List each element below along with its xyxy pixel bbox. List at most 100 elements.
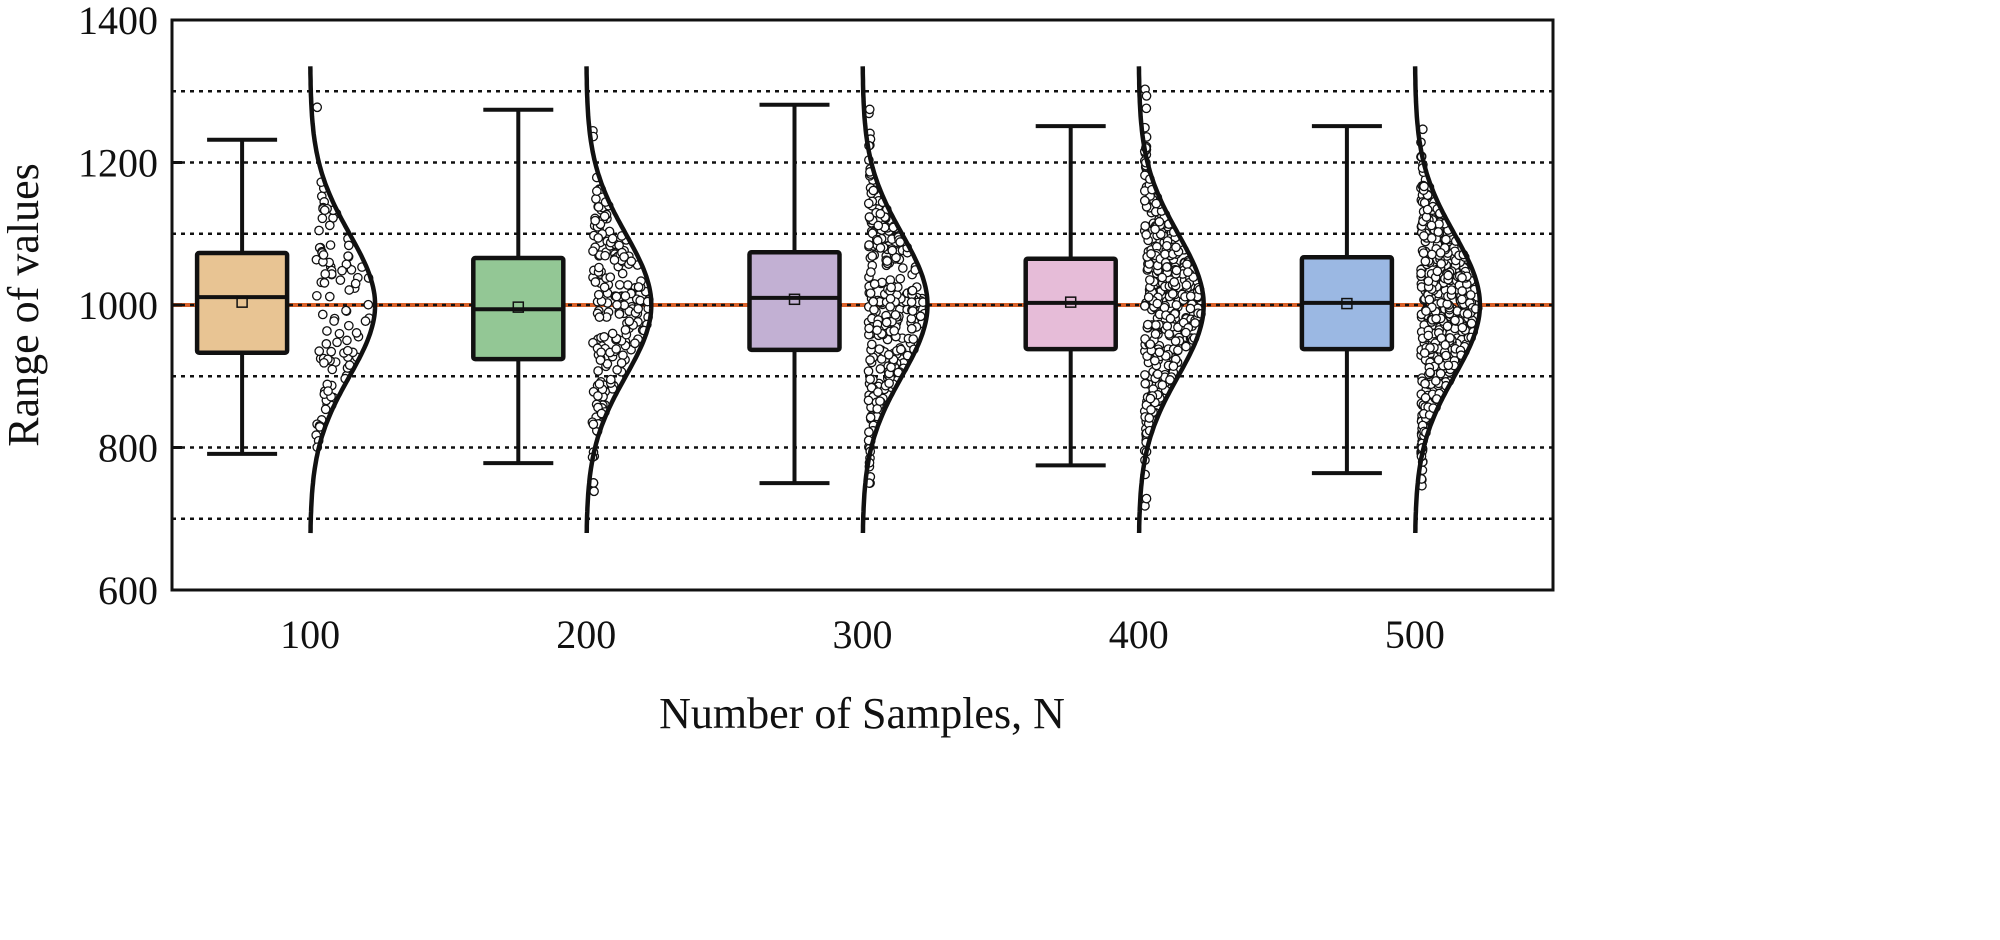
data-point [1183, 267, 1193, 277]
data-point [1152, 298, 1163, 309]
data-point [363, 299, 374, 310]
data-point [335, 275, 346, 286]
data-point [887, 245, 898, 256]
data-point [1419, 348, 1430, 358]
x-tick-label: 500 [1385, 612, 1445, 657]
data-point [907, 306, 918, 316]
data-point [1154, 216, 1165, 227]
data-point [1161, 262, 1172, 272]
data-point [1457, 322, 1468, 333]
data-point [343, 240, 354, 251]
y-tick-label: 1000 [78, 283, 158, 328]
data-point [320, 269, 331, 279]
data-point [874, 344, 885, 354]
data-point [1181, 341, 1191, 352]
data-point [1171, 300, 1182, 310]
data-point [1445, 333, 1455, 343]
data-point [614, 309, 625, 319]
data-point [612, 300, 622, 310]
data-point [605, 272, 616, 283]
data-point [595, 355, 606, 365]
data-point [1173, 345, 1183, 356]
data-point [318, 250, 329, 260]
data-point [323, 386, 333, 396]
data-point [1180, 327, 1191, 338]
data-point [866, 339, 877, 350]
data-point [594, 379, 605, 389]
data-point [633, 282, 644, 292]
data-point [594, 312, 605, 322]
data-point [321, 339, 332, 349]
data-point [1466, 318, 1477, 329]
x-tick-label: 300 [833, 612, 893, 657]
data-point [607, 328, 618, 339]
data-point [1139, 195, 1150, 206]
data-point [1420, 378, 1430, 389]
normal-curve [1412, 66, 1483, 534]
data-point [314, 225, 324, 236]
data-point [593, 289, 604, 300]
data-point [1141, 91, 1152, 101]
mean-marker [236, 296, 248, 308]
data-point [1443, 360, 1454, 371]
data-point [311, 290, 322, 301]
data-point [1171, 265, 1182, 276]
data-point [1144, 275, 1155, 285]
mean-marker [512, 301, 525, 313]
group-n-300 [747, 66, 930, 534]
data-point [895, 273, 906, 284]
data-point [865, 267, 876, 277]
mean-marker [1341, 297, 1353, 310]
data-point [1181, 280, 1192, 290]
data-point [881, 317, 892, 328]
normal-curve [584, 66, 654, 534]
data-point [908, 334, 919, 344]
data-point [1431, 313, 1441, 324]
data-point [1418, 248, 1429, 258]
y-tick-label: 1400 [78, 0, 158, 43]
data-point [1152, 369, 1163, 380]
data-point [1435, 247, 1446, 258]
data-point [864, 323, 874, 334]
data-point [1450, 315, 1460, 326]
data-point [1419, 231, 1429, 241]
data-point [1442, 321, 1453, 332]
data-point [1171, 242, 1181, 253]
data-point [589, 486, 599, 497]
data-point [324, 220, 335, 231]
data-point [1167, 289, 1178, 299]
data-point [864, 212, 875, 222]
data-point [343, 320, 354, 331]
y-tick-label: 800 [98, 426, 158, 471]
data-point [1145, 393, 1156, 404]
data-point [915, 311, 926, 322]
data-point [594, 262, 604, 273]
data-point [593, 391, 603, 401]
data-point [592, 186, 602, 196]
data-point [864, 427, 874, 437]
x-tick-label: 400 [1109, 612, 1169, 657]
data-point [341, 259, 352, 270]
data-point [1151, 320, 1161, 330]
data-point [351, 328, 362, 338]
data-point [1423, 330, 1434, 341]
data-point [312, 102, 323, 113]
data-point [1462, 309, 1473, 319]
data-point [314, 346, 325, 356]
data-point [617, 268, 628, 279]
x-tick-label: 100 [280, 612, 340, 657]
data-point [605, 374, 616, 385]
data-point [599, 282, 610, 293]
data-point [599, 332, 609, 342]
data-point [1185, 303, 1196, 314]
data-point [1150, 224, 1160, 235]
group-n-200 [471, 66, 654, 534]
data-point [343, 251, 353, 261]
group-n-400 [1023, 66, 1206, 534]
data-point [611, 291, 622, 302]
iqr-box [747, 250, 842, 353]
data-point [1427, 249, 1437, 260]
data-point [630, 338, 640, 349]
data-point [1144, 413, 1155, 423]
